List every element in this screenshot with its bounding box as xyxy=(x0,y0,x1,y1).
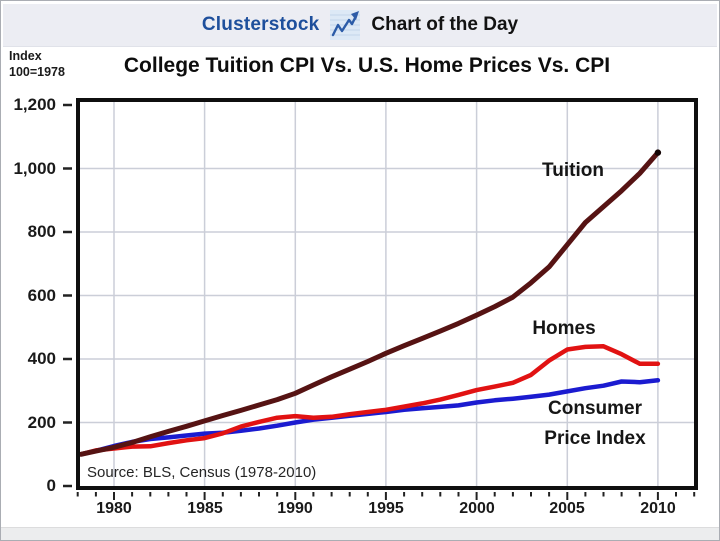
series-label-homes: Homes xyxy=(532,318,596,339)
y-axis-label-1200: 1,200 xyxy=(13,95,56,114)
series-label-cpi-line2: Price Index xyxy=(544,428,646,449)
chart-plot-frame: Tuition Homes Consumer Price Index Sourc… xyxy=(76,98,698,490)
tuition-line xyxy=(80,150,661,457)
x-axis-label-1990: 1990 xyxy=(277,500,313,517)
index-note-line1: Index xyxy=(9,49,42,63)
homes-line xyxy=(80,344,661,457)
series-label-tuition: Tuition xyxy=(542,160,604,181)
x-axis-label-1995: 1995 xyxy=(368,500,404,517)
y-axis-unit-note: Index 100=1978 xyxy=(9,48,89,80)
brand-logo-text: Clusterstock xyxy=(201,14,320,35)
x-axis-label-1980: 1980 xyxy=(96,500,132,517)
y-axis-label-1000: 1,000 xyxy=(13,159,56,178)
header-bar: Clusterstock Chart of the Day xyxy=(3,4,717,47)
source-note: Source: BLS, Census (1978-2010) xyxy=(87,464,317,481)
y-axis-ticks xyxy=(63,103,72,488)
y-axis-label-0: 0 xyxy=(46,476,56,495)
y-axis-label-200: 200 xyxy=(27,413,56,432)
line-chart-icon xyxy=(330,10,361,40)
y-axis-label-400: 400 xyxy=(27,349,56,368)
header-title: Chart of the Day xyxy=(371,14,519,35)
x-axis-label-2005: 2005 xyxy=(549,500,585,517)
x-axis-label-2010: 2010 xyxy=(640,500,676,517)
index-note-line2: 100=1978 xyxy=(9,65,65,79)
tuition-end-dot xyxy=(654,149,662,156)
chart-title: College Tuition CPI Vs. U.S. Home Prices… xyxy=(123,54,611,77)
bottom-border-strip xyxy=(1,527,719,540)
series-label-cpi-line1: Consumer xyxy=(548,398,642,419)
y-axis-label-600: 600 xyxy=(27,286,56,305)
chart-plot-area xyxy=(80,102,694,486)
y-axis-label-800: 800 xyxy=(27,222,56,241)
x-axis-label-2000: 2000 xyxy=(459,500,495,517)
x-axis-label-1985: 1985 xyxy=(187,500,223,517)
series-label-cpi: Consumer Price Index xyxy=(515,394,675,454)
x-axis-ticks xyxy=(76,492,696,500)
